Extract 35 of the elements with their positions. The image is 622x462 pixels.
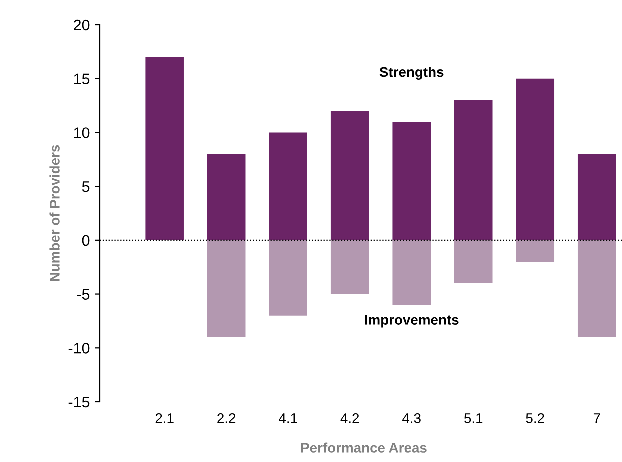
x-tick-label: 7 (594, 414, 600, 424)
series-label: Strengths (380, 66, 444, 80)
x-tick-label: 2.2 (218, 413, 236, 424)
bar (516, 78, 555, 240)
bar (269, 132, 308, 240)
bar (330, 240, 370, 294)
bar (330, 111, 370, 240)
y-tick-label: 0 (82, 235, 90, 246)
bar (207, 240, 246, 338)
x-axis-title: Performance Areas (302, 442, 427, 453)
y-tick-label: -10 (68, 343, 90, 354)
bar (454, 100, 493, 240)
bar (146, 57, 184, 240)
bar (578, 154, 616, 240)
x-tick-label: 2.1 (156, 413, 174, 424)
bar (269, 240, 308, 316)
x-tick-label: 5.1 (464, 414, 483, 424)
x-tick-label: 5.2 (526, 413, 544, 424)
x-tick-label: 4.2 (340, 413, 360, 424)
y-axis-title: Number of Providers (50, 145, 60, 282)
y-tick-label: 15 (74, 74, 90, 85)
x-tick-label: 4.1 (279, 414, 298, 424)
bar (516, 240, 555, 262)
x-tick-label: 4.3 (402, 413, 421, 424)
bar (454, 240, 493, 284)
series-label: Improvements (365, 315, 459, 328)
bar (207, 154, 246, 240)
bar (392, 122, 432, 240)
y-tick-label: 10 (74, 128, 90, 138)
bar (392, 240, 432, 306)
bar (578, 240, 616, 338)
y-tick-label: -5 (77, 289, 90, 300)
y-tick-label: -15 (68, 397, 90, 408)
y-tick-label: 5 (82, 182, 90, 192)
y-tick-label: 20 (74, 20, 90, 31)
